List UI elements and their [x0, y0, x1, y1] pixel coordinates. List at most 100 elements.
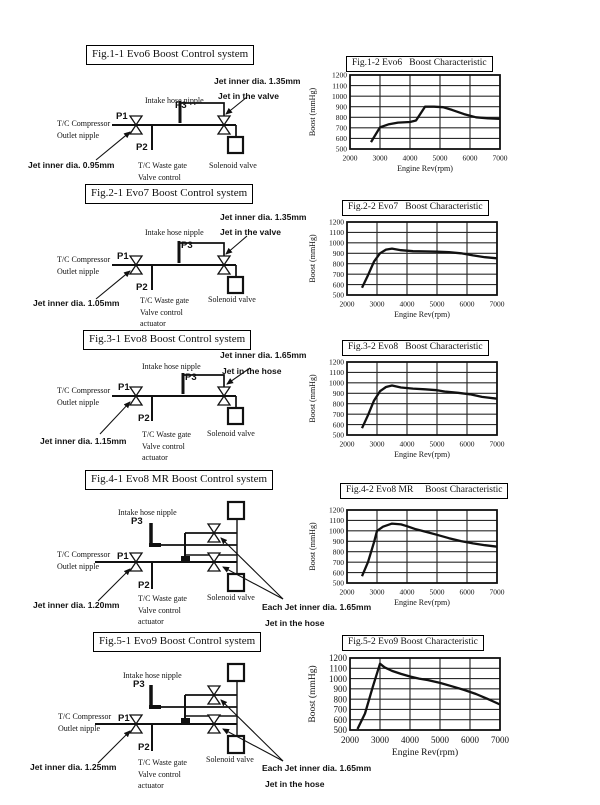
label-wastegate-line2: Valve control — [140, 307, 183, 317]
y-tick-label: 1100 — [329, 228, 344, 237]
valve-top-line — [183, 374, 225, 388]
y-tick-label: 1000 — [329, 239, 344, 248]
label-each-jet-dia: Each Jet inner dia. 1.65mm — [262, 763, 372, 773]
label-solenoid-valve: Solenoid valve — [207, 429, 255, 438]
label-jet-location: Jet in the valve — [218, 91, 279, 101]
x-tick-label: 4000 — [403, 154, 418, 163]
y-tick-label: 900 — [336, 102, 348, 111]
label-wastegate-line1: T/C Waste gate — [140, 296, 189, 305]
evo7-schematic — [95, 235, 248, 300]
label-p3: P3 — [175, 100, 187, 111]
label-jet-inner-dia: Jet inner dia. 1.25mm — [30, 762, 117, 772]
label-p1: P1 — [118, 382, 130, 393]
x-tick-label: 2000 — [341, 735, 360, 745]
label-wastegate-line2: Valve control — [138, 172, 181, 182]
label-compressor-line1: T/C Compressor — [58, 712, 112, 721]
y-tick-label: 900 — [334, 684, 348, 694]
x-tick-label: 2000 — [343, 154, 358, 163]
x-axis-label: Engine Rev(rpm) — [397, 164, 453, 173]
label-wastegate-line1: T/C Waste gate — [142, 430, 191, 439]
lower-jet-valve-icon — [206, 552, 222, 572]
y-axis-label: Boost (mmHg) — [307, 665, 318, 722]
label-wastegate-line3: actuator — [140, 319, 166, 329]
y-tick-label: 600 — [333, 280, 345, 289]
y-tick-label: 1100 — [329, 516, 344, 525]
label-p1: P1 — [117, 251, 129, 262]
x-tick-label: 4000 — [400, 300, 415, 309]
label-p3: P3 — [133, 679, 145, 690]
jet-pointer-arrow — [95, 270, 131, 300]
label-jet-inner-dia: Jet inner dia. 1.20mm — [33, 600, 120, 610]
label-wastegate-actuator: T/C Waste gate Valve control actuator — [140, 295, 189, 330]
evo6-schematic — [95, 96, 248, 161]
lower-jet-valve-icon — [206, 714, 222, 734]
x-tick-label: 6000 — [460, 440, 475, 449]
label-wastegate-line1: T/C Waste gate — [138, 161, 187, 170]
boost-curve — [360, 522, 498, 577]
label-compressor-outlet: T/C Compressor Outlet nipple — [57, 385, 110, 408]
plot-border — [346, 221, 498, 296]
label-intake-hose-nipple: Intake hose nipple — [118, 508, 177, 517]
label-compressor-line2: Outlet nipple — [57, 397, 99, 407]
y-axis-label: Boost (mmHg) — [308, 234, 317, 283]
boost-curve — [370, 105, 501, 143]
y-tick-label: 900 — [333, 389, 345, 398]
label-jet-top-dia: Jet inner dia. 1.65mm — [220, 350, 307, 360]
label-wastegate-actuator: T/C Waste gate Valve control actuator — [138, 593, 187, 628]
upper-solenoid-valve-box — [226, 662, 246, 683]
solenoid-jet-valve-icon — [216, 115, 232, 135]
y-tick-label: 800 — [334, 694, 348, 704]
x-tick-label: 7000 — [490, 588, 505, 597]
label-wastegate-line3: actuator — [138, 781, 164, 791]
label-jet-location: Jet in the valve — [220, 227, 281, 237]
x-tick-label: 7000 — [491, 735, 510, 745]
x-tick-label: 3000 — [373, 154, 388, 163]
solenoid-jet-valve-icon — [216, 386, 232, 406]
label-wastegate-line3: actuator — [142, 453, 168, 463]
x-tick-label: 3000 — [371, 735, 390, 745]
x-axis-label: Engine Rev(rpm) — [394, 598, 450, 607]
y-tick-label: 800 — [333, 259, 345, 268]
tee-joint-block — [181, 556, 190, 563]
upper-jet-valve-icon — [206, 685, 222, 705]
x-tick-label: 4000 — [400, 440, 415, 449]
label-p1: P1 — [117, 551, 129, 562]
label-jet-inner-dia: Jet inner dia. 1.05mm — [33, 298, 120, 308]
label-each-jet-dia: Each Jet inner dia. 1.65mm — [262, 602, 372, 612]
label-intake-hose-nipple: Intake hose nipple — [145, 96, 204, 105]
y-tick-label: 1000 — [332, 92, 347, 101]
valve-top-line — [179, 242, 225, 257]
jet-location-arrow — [225, 235, 248, 255]
solenoid-valve-box — [226, 135, 245, 155]
x-tick-label: 3000 — [370, 300, 385, 309]
boost-curve — [360, 384, 498, 429]
p1-jet-valve-icon — [128, 552, 144, 572]
x-tick-label: 2000 — [340, 300, 355, 309]
label-solenoid-valve: Solenoid valve — [206, 755, 254, 764]
label-intake-hose-nipple: Intake hose nipple — [142, 362, 201, 371]
label-p2: P2 — [138, 413, 150, 424]
y-tick-label: 700 — [334, 705, 348, 715]
y-tick-label: 1200 — [329, 358, 344, 367]
label-wastegate-actuator: T/C Waste gate Valve control actuator — [138, 757, 187, 792]
y-tick-label: 900 — [333, 537, 345, 546]
y-tick-label: 500 — [334, 725, 348, 735]
chart-title-box-evo8: Fig.3-2 Evo8 Boost Characteristic — [342, 340, 489, 357]
chart-title-box-evo9: Fig.5-2 Evo9 Boost Characteristic — [342, 635, 484, 652]
y-tick-label: 1000 — [329, 674, 348, 684]
chart-title-box-evo7: Fig.2-2 Evo7 Boost Characteristic — [342, 200, 489, 217]
y-tick-label: 1100 — [329, 368, 344, 377]
y-tick-label: 600 — [333, 568, 345, 577]
label-jet-location: Jet in the hose — [265, 779, 325, 789]
label-jet-location: Jet in the hose — [222, 366, 282, 376]
x-tick-label: 2000 — [340, 440, 355, 449]
y-tick-label: 500 — [333, 431, 345, 440]
p1-jet-valve-icon — [128, 115, 144, 135]
solenoid-valve-box — [226, 406, 245, 426]
x-tick-label: 5000 — [430, 588, 445, 597]
y-tick-label: 500 — [336, 145, 348, 154]
figure-title-box-evo7: Fig.2-1 Evo7 Boost Control system — [85, 184, 254, 204]
label-jet-top-dia: Jet inner dia. 1.35mm — [214, 76, 301, 86]
